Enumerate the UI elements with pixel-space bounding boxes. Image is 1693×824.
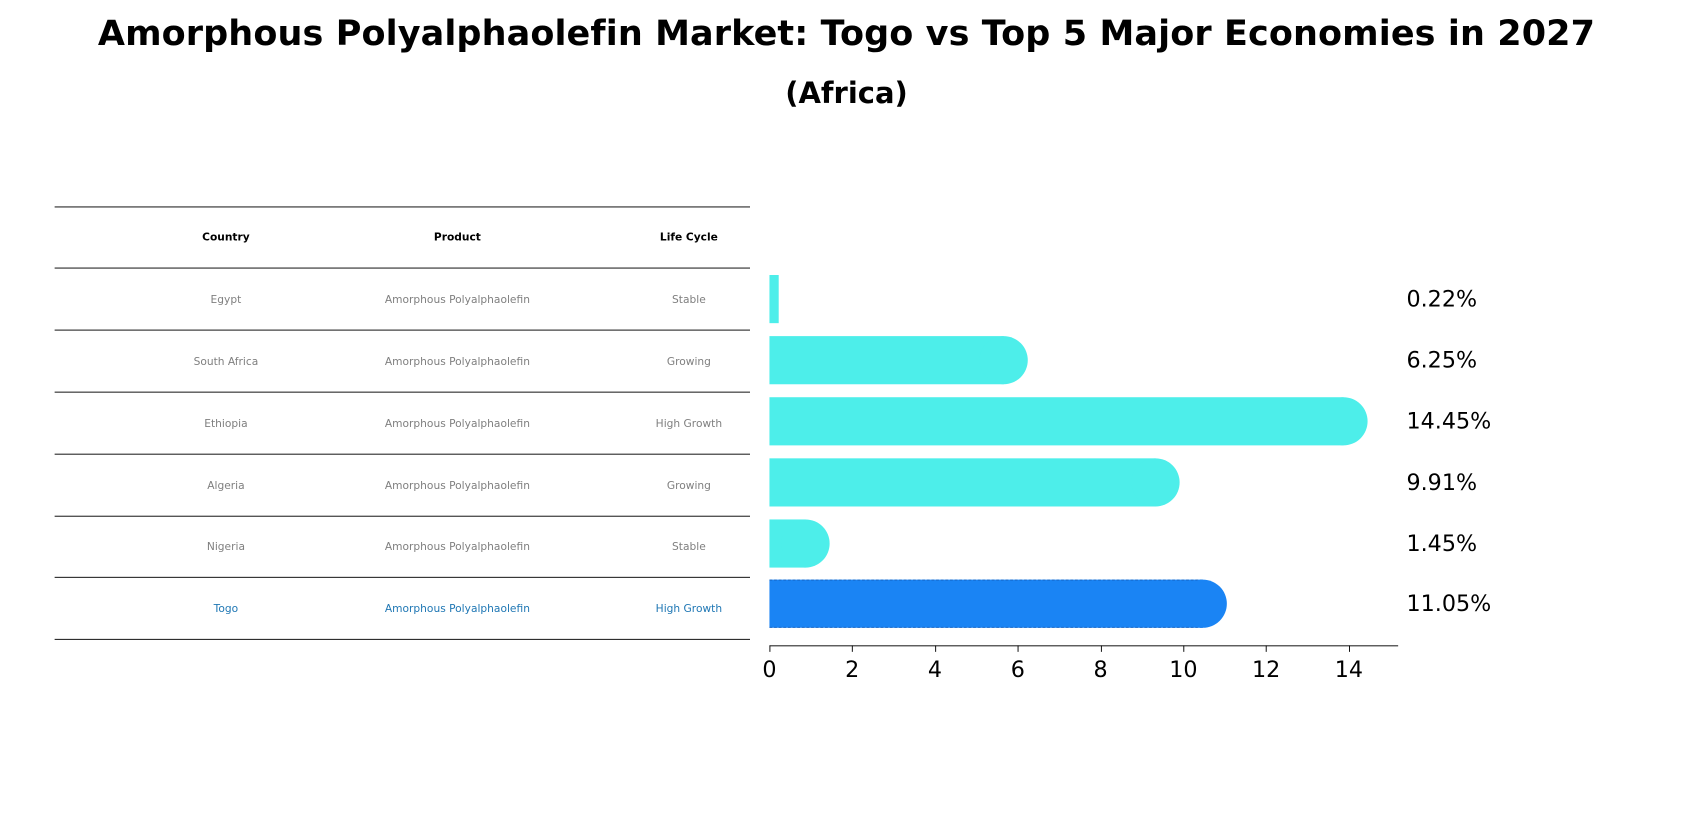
chart-subtitle: (Africa) — [785, 76, 908, 110]
cell-country: South Africa — [193, 354, 259, 368]
x-tick — [1183, 645, 1185, 652]
cell-country: Nigeria — [206, 539, 245, 553]
x-tick-label: 0 — [762, 656, 777, 683]
cell-country: Egypt — [210, 292, 242, 306]
cell-life-cycle: Stable — [672, 539, 706, 553]
cell-product: Amorphous Polyalphaolefin — [384, 292, 530, 306]
bar-cap — [1178, 579, 1227, 628]
table-divider — [54, 391, 750, 393]
value-label: 0.22% — [1406, 286, 1478, 313]
x-tick-label: 10 — [1169, 656, 1198, 683]
cell-country: Algeria — [207, 478, 245, 492]
x-tick-label: 4 — [927, 656, 943, 683]
table-divider — [54, 206, 750, 208]
cell-life-cycle: High Growth — [655, 416, 723, 430]
bar-egypt — [769, 275, 779, 324]
x-tick — [769, 645, 771, 652]
bar-cap — [1131, 458, 1180, 507]
x-tick — [1017, 645, 1019, 652]
x-tick — [934, 645, 936, 652]
cell-life-cycle: High Growth — [655, 601, 723, 615]
value-label: 9.91% — [1406, 469, 1478, 496]
bar-ethiopia — [769, 397, 1344, 446]
table-divider — [54, 576, 750, 578]
table-divider — [54, 267, 750, 269]
bar-cap — [979, 336, 1029, 385]
value-label: 1.45% — [1406, 530, 1478, 557]
cell-country: Togo — [213, 601, 239, 615]
value-label: 6.25% — [1406, 347, 1478, 374]
cell-product: Amorphous Polyalphaolefin — [384, 601, 530, 615]
x-tick-label: 6 — [1010, 656, 1025, 683]
table-divider — [54, 515, 750, 517]
x-tick-label: 12 — [1251, 656, 1281, 683]
table-divider — [54, 329, 750, 331]
x-tick — [1348, 645, 1350, 652]
cell-product: Amorphous Polyalphaolefin — [384, 416, 530, 430]
x-tick-label: 2 — [845, 656, 860, 683]
cell-country: Ethiopia — [204, 416, 248, 430]
value-label: 11.05% — [1406, 590, 1492, 617]
chart-title: Amorphous Polyalphaolefin Market: Togo v… — [97, 14, 1596, 54]
x-tick — [1100, 645, 1102, 652]
table-divider — [54, 453, 750, 455]
header-country: Country — [202, 230, 250, 244]
bar-algeria — [769, 458, 1156, 507]
value-label: 14.45% — [1406, 408, 1492, 435]
bar-south-africa — [769, 336, 1005, 385]
header-product: Product — [433, 230, 481, 244]
cell-product: Amorphous Polyalphaolefin — [384, 478, 530, 492]
x-tick — [1266, 645, 1268, 652]
bar-cap — [781, 519, 830, 568]
cell-life-cycle: Stable — [672, 292, 706, 306]
x-tick-label: 8 — [1093, 656, 1108, 683]
cell-life-cycle: Growing — [666, 354, 711, 368]
x-tick-label: 14 — [1334, 656, 1364, 683]
header-life-cycle: Life Cycle — [659, 230, 718, 244]
x-axis — [769, 645, 1399, 647]
cell-product: Amorphous Polyalphaolefin — [384, 354, 530, 368]
x-tick — [852, 645, 854, 652]
table-divider — [54, 638, 750, 640]
cell-life-cycle: Growing — [666, 478, 711, 492]
bar-cap — [1319, 397, 1368, 446]
bar-togo — [769, 579, 1203, 628]
cell-product: Amorphous Polyalphaolefin — [384, 539, 530, 553]
